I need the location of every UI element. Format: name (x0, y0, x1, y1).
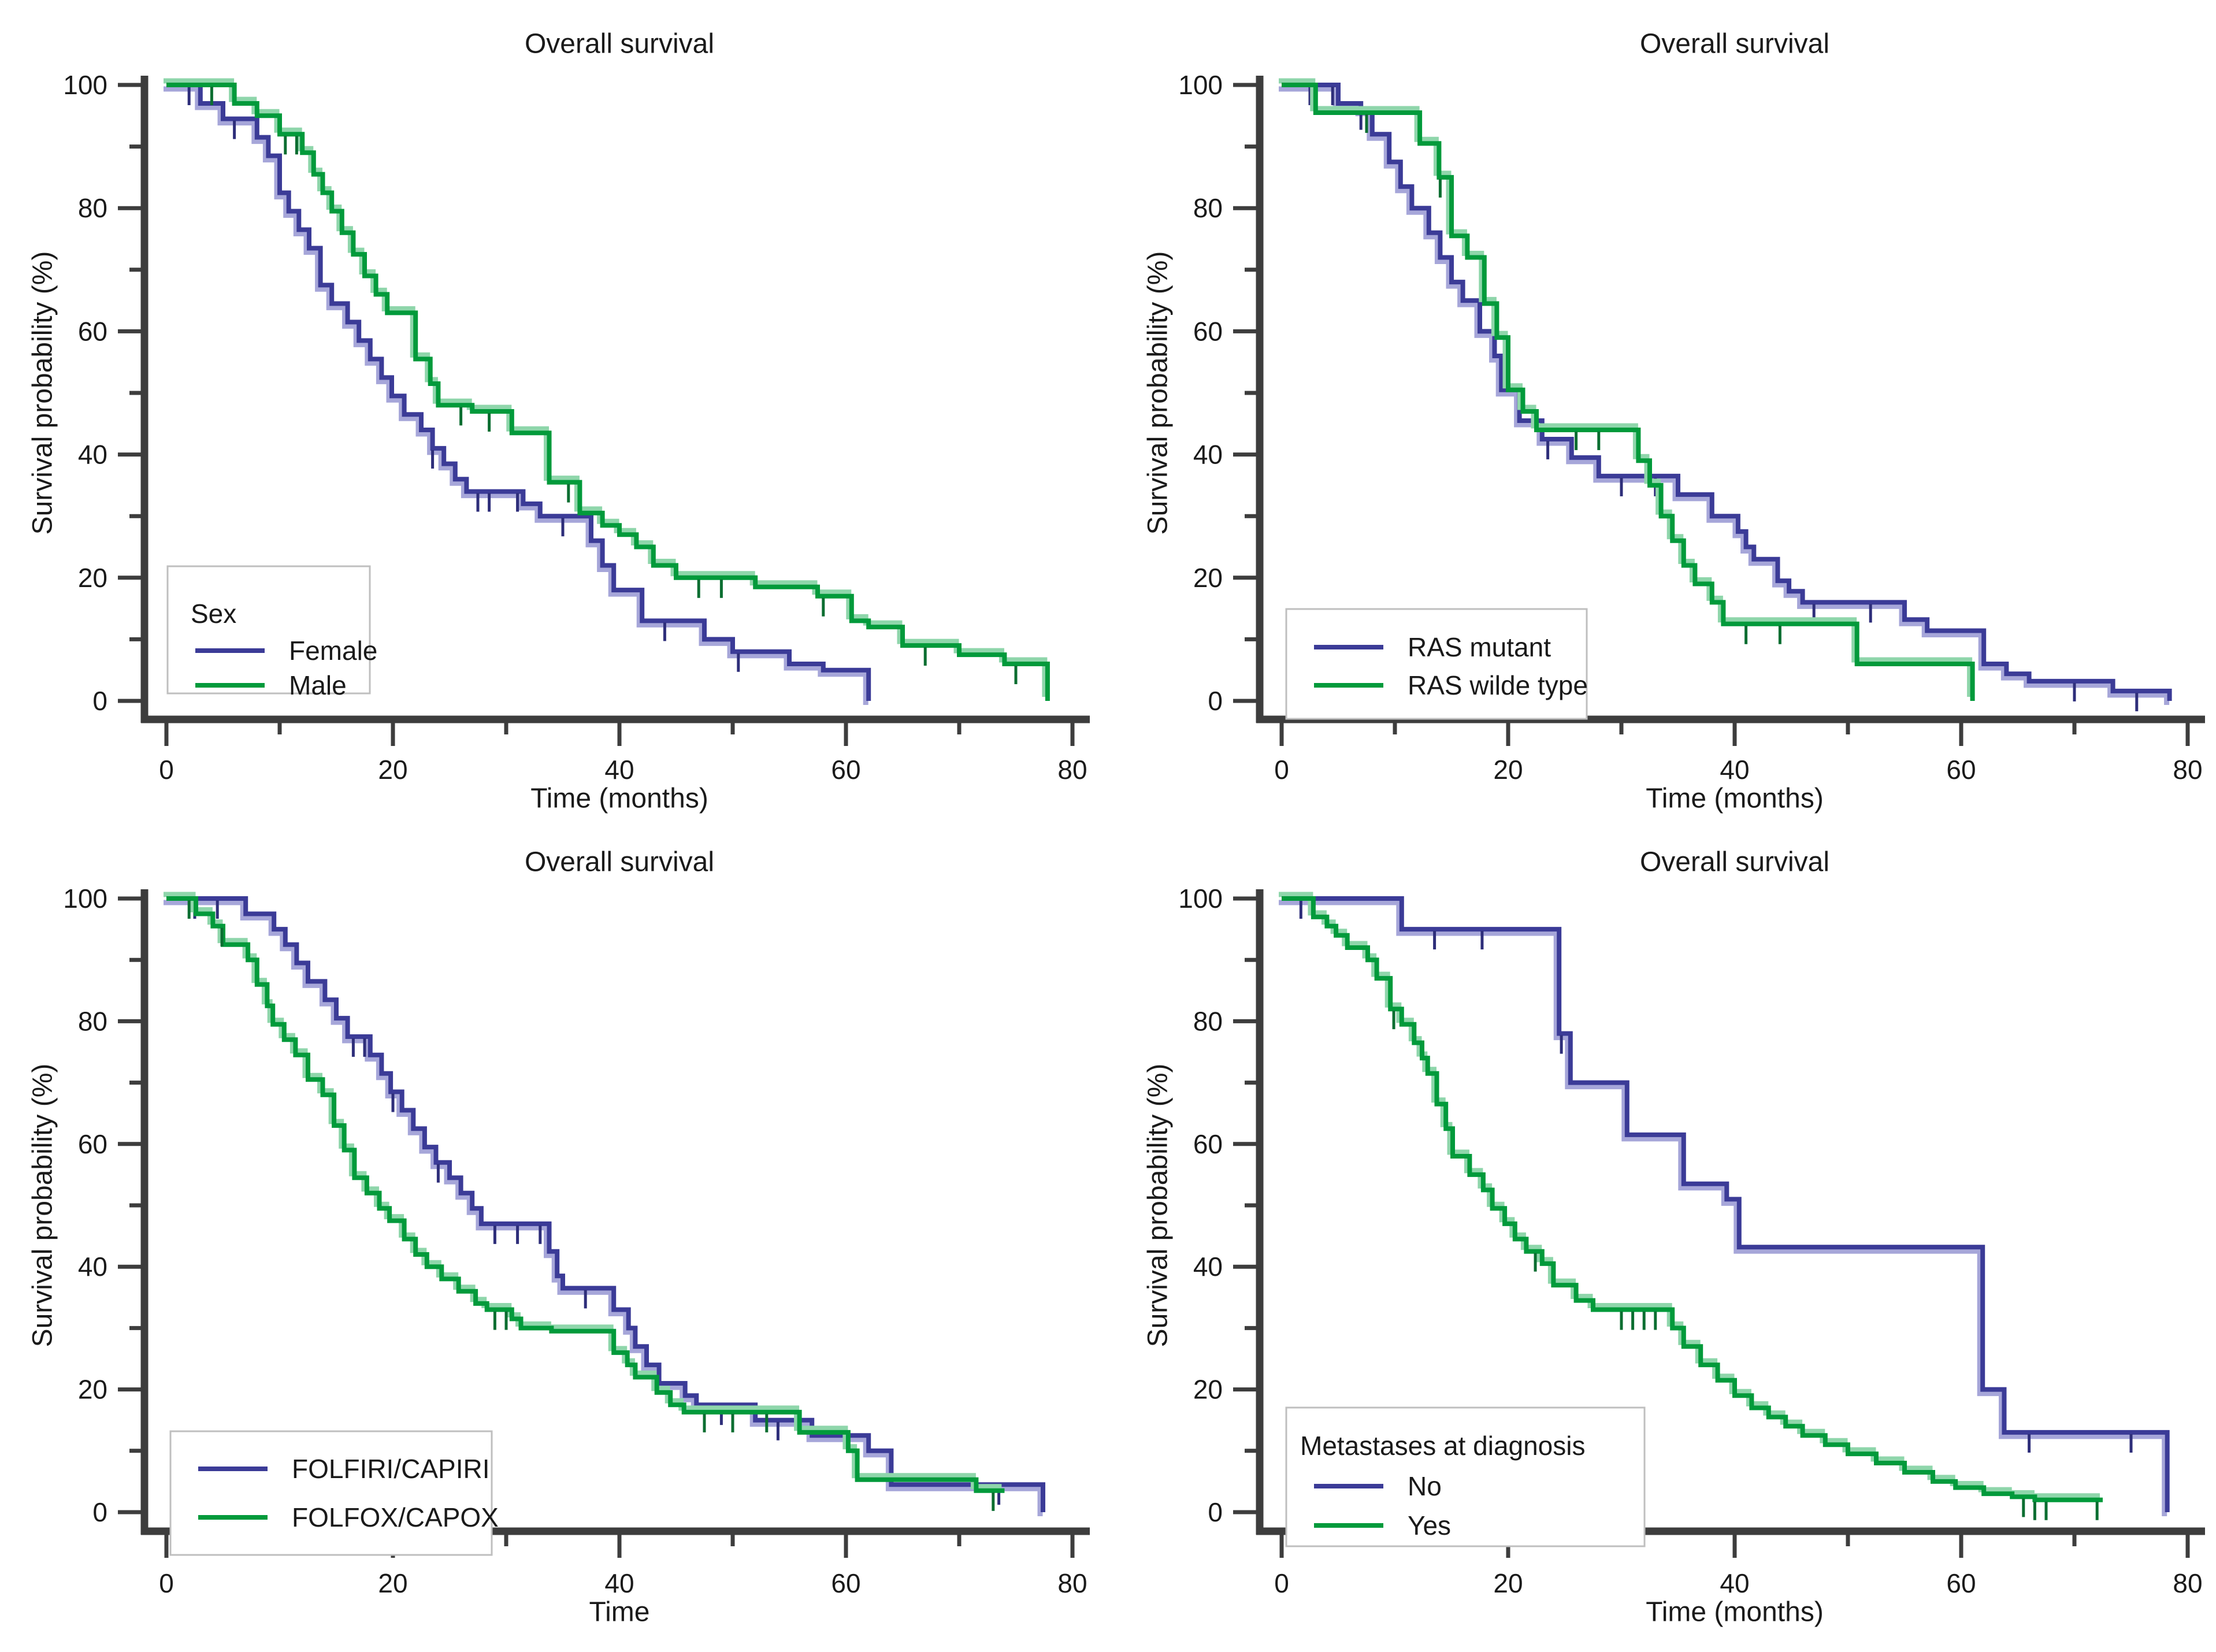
x-tick-label: 40 (1720, 1568, 1749, 1598)
survival-curve-yes (1282, 896, 2103, 1502)
y-tick-label: 60 (1193, 316, 1223, 346)
legend-item-label: No (1408, 1471, 1442, 1501)
y-tick-label: 100 (63, 70, 107, 100)
survival-curve-shadow-no (1279, 900, 2167, 1516)
survival-curve-shadow-yes (1279, 892, 2100, 1499)
survival-curve-folfiri-capiri (166, 896, 1045, 1512)
x-axis-title: Time (months) (1646, 1597, 1824, 1628)
x-tick-label: 20 (1493, 1568, 1523, 1598)
x-tick-label: 0 (159, 755, 174, 785)
legend-item-label: FOLFIRI/CAPIRI (292, 1454, 489, 1484)
y-tick-label: 100 (1178, 883, 1223, 914)
x-tick-label: 60 (831, 755, 860, 785)
y-tick-label: 60 (78, 1129, 107, 1159)
x-axis-title: Time (589, 1597, 650, 1628)
legend-item-label: Male (289, 670, 347, 700)
y-tick-label: 100 (1178, 70, 1223, 100)
y-tick-label: 80 (78, 193, 107, 223)
survival-curve-shadow-folfox-capox (164, 892, 1002, 1490)
y-tick-label: 0 (92, 1497, 107, 1527)
legend-box: FOLFIRI/CAPIRI FOLFOX/CAPOX (169, 1430, 499, 1556)
legend-border (166, 565, 371, 695)
y-tick-label: 20 (78, 563, 107, 593)
km-panel-2: 0 20 40 60 80 0 20 40 60 80 100 Overall survival Tim… (28, 847, 1090, 1628)
x-tick-label: 0 (1274, 1568, 1289, 1598)
y-tick-label: 20 (78, 1375, 107, 1405)
y-axis-title: Survival probability (%) (1143, 251, 1174, 535)
y-tick-label: 80 (78, 1006, 107, 1036)
x-tick-label: 80 (1057, 1568, 1087, 1598)
y-tick-label: 20 (1193, 563, 1223, 593)
km-panel-3: 0 20 40 60 80 0 20 40 60 80 100 Overall survival Tim… (1143, 847, 2205, 1628)
y-tick-label: 40 (1193, 440, 1223, 470)
legend-item-label: Yes (1408, 1510, 1451, 1540)
legend-box: RAS mutant RAS wilde type (1285, 608, 1588, 720)
x-tick-label: 20 (378, 755, 407, 785)
x-tick-label: 60 (1946, 1568, 1976, 1598)
y-tick-label: 0 (1208, 1497, 1223, 1527)
survival-curve-no (1282, 896, 2170, 1512)
y-tick-label: 40 (78, 440, 107, 470)
x-tick-label: 60 (831, 1568, 860, 1598)
x-tick-label: 60 (1946, 755, 1976, 785)
panel-title: Overall survival (1640, 29, 1829, 60)
legend-item-label: RAS wilde type (1408, 670, 1588, 700)
x-tick-label: 0 (1274, 755, 1289, 785)
x-tick-label: 40 (1720, 755, 1749, 785)
survival-curve-female (166, 83, 871, 701)
y-tick-label: 0 (1208, 686, 1223, 716)
y-axis-title: Survival probability (%) (28, 1064, 58, 1347)
survival-curve-folfox-capox (166, 896, 1005, 1493)
y-tick-label: 20 (1193, 1375, 1223, 1405)
survival-curve-male (166, 83, 1050, 701)
x-tick-label: 80 (2173, 1568, 2202, 1598)
survival-curve-shadow-ras-mutant (1279, 86, 2170, 705)
panel-title: Overall survival (1640, 847, 1829, 878)
legend-item-label: FOLFOX/CAPOX (292, 1502, 499, 1532)
legend-item-label: Female (289, 636, 377, 666)
x-tick-label: 20 (378, 1568, 407, 1598)
x-tick-label: 40 (604, 755, 634, 785)
y-tick-label: 100 (63, 883, 107, 914)
legend-title: Metastases at diagnosis (1300, 1431, 1586, 1461)
legend-border (1285, 608, 1588, 720)
y-tick-label: 40 (1193, 1252, 1223, 1282)
legend-title: Sex (191, 599, 236, 629)
x-tick-label: 80 (1057, 755, 1087, 785)
survival-curve-shadow-female (164, 86, 868, 705)
y-tick-label: 0 (92, 686, 107, 716)
y-tick-label: 60 (1193, 1129, 1223, 1159)
legend-box: Metastases at diagnosis No Yes (1285, 1406, 1646, 1547)
legend-item-label: RAS mutant (1408, 632, 1551, 662)
x-tick-label: 20 (1493, 755, 1523, 785)
km-panel-0: 0 20 40 60 80 0 20 40 60 80 100 Overall survival Tim… (28, 29, 1090, 814)
y-axis-title: Survival probability (%) (1143, 1064, 1174, 1347)
panel-title: Overall survival (525, 847, 714, 878)
x-tick-label: 40 (604, 1568, 634, 1598)
y-axis-title: Survival probability (%) (28, 251, 58, 535)
legend-border (169, 1430, 493, 1556)
x-axis-title: Time (months) (1646, 784, 1824, 814)
survival-curve-ras-wilde-type (1282, 83, 1975, 701)
km-panel-1: 0 20 40 60 80 0 20 40 60 80 100 Overall survival Tim… (1143, 29, 2205, 814)
survival-curve-shadow-folfiri-capiri (164, 900, 1043, 1516)
x-axis-title: Time (months) (530, 784, 708, 814)
y-tick-label: 80 (1193, 193, 1223, 223)
survival-curve-ras-mutant (1282, 83, 2172, 701)
panel-title: Overall survival (525, 29, 714, 60)
y-tick-label: 80 (1193, 1006, 1223, 1036)
x-tick-label: 0 (159, 1568, 174, 1598)
y-tick-label: 60 (78, 316, 107, 346)
legend-box: Sex Female Male (166, 565, 377, 700)
y-tick-label: 40 (78, 1252, 107, 1282)
x-tick-label: 80 (2173, 755, 2202, 785)
